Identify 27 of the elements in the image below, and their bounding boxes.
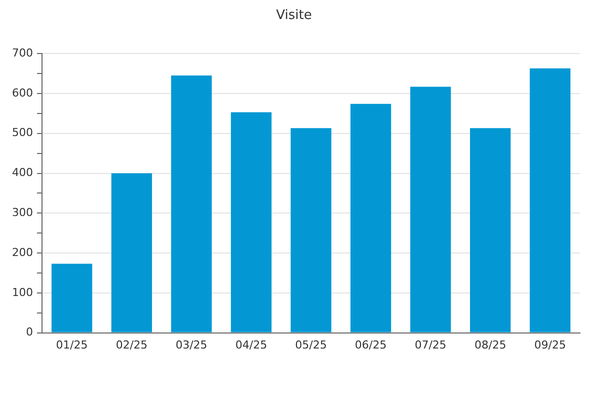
bar [230,112,272,332]
bar [171,76,212,332]
bar [111,173,152,332]
bar [350,104,392,332]
y-tick-label: 700 [12,46,33,60]
y-tick-label: 600 [12,86,33,100]
x-tick-label: 02/25 [116,338,148,352]
y-tick-label: 200 [12,246,33,259]
y-tick-label: 400 [12,166,33,180]
bar [290,128,332,332]
x-tick-label: 03/25 [176,338,208,352]
x-tick-label: 06/25 [354,338,387,352]
bar [410,86,451,332]
bar [470,128,511,332]
x-tick-label: 08/25 [474,338,506,352]
bar [530,68,570,332]
bar [52,264,92,332]
chart-title: Visite [276,8,312,24]
y-tick-label: 500 [12,126,33,140]
y-tick-label: 100 [12,286,33,299]
x-tick-label: 04/25 [235,338,268,352]
x-tick-label: 07/25 [414,338,446,352]
y-tick-label: 0 [26,326,33,339]
y-tick-label: 300 [12,206,33,219]
x-tick-label: 05/25 [295,338,327,352]
x-tick-label: 09/25 [534,338,566,352]
x-tick-label: 01/25 [56,338,88,352]
